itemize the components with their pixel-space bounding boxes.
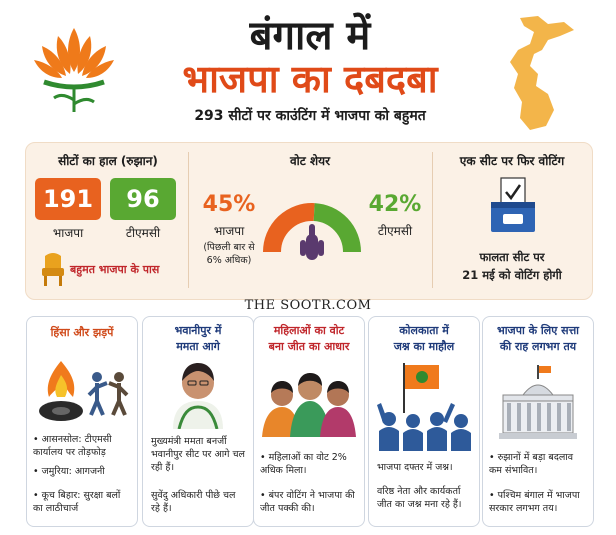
bjp-seat-label: भाजपा [52, 226, 84, 240]
panel-divider [432, 152, 433, 288]
vote-share-heading: वोट शेयर [289, 154, 331, 168]
card-title-line1: भाजपा के लिए सत्ता [496, 324, 580, 337]
card-bhawanipur: भवानीपुर में ममता आगे मुख्यमंत्री ममता ब… [142, 316, 254, 527]
card-title-line1: हिंसा और झड़पें [50, 326, 114, 339]
throne-icon [40, 252, 66, 288]
card-bullet: जमुरिया: आगजनी [33, 465, 133, 478]
card-bullet: पश्चिम बंगाल में भाजपा सरकार लगभग तय। [489, 489, 589, 515]
card-bullet: भाजपा दफ्तर में जश्न। [377, 462, 453, 473]
bjp-seat-count: 191 [35, 178, 101, 220]
card-bullet: महिलाओं का वोट 2% अधिक मिला। [260, 451, 360, 477]
gauge-tmc-arc [313, 203, 361, 253]
majority-note: बहुमत भाजपा के पास [70, 263, 160, 276]
watermark: THE SOOTR.COM [244, 298, 372, 313]
ballot-box-icon [487, 176, 539, 234]
subtitle: 293 सीटों पर काउंटिंग में भाजपा को बहुमत [194, 108, 426, 124]
clash-figures-icon [85, 369, 131, 419]
panel-divider [188, 152, 189, 288]
card-kolkata-celebration: कोलकाता में जश्न का माहौल भाजपा दफ्तर मे… [368, 316, 480, 527]
card-bullet: बंपर वोटिंग ने भाजपा की जीत पक्की की। [260, 489, 360, 515]
bjp-vote-note-line2: 6% अधिक) [206, 255, 252, 266]
bjp-vote-label: भाजपा [213, 224, 245, 238]
card-bullet: रुझानों में बड़ा बदलाव कम संभावित। [489, 451, 589, 477]
gauge-bjp-arc [263, 203, 315, 253]
title-line1: बंगाल में [249, 13, 371, 59]
card-bullet: सुवेंदु अधिकारी पीछे चल रहे हैं। [151, 490, 236, 514]
card-bullet: आसनसोल: टीएमसी कार्यालय पर तोड़फोड़ [33, 433, 133, 459]
card-violence: हिंसा और झड़पें आसनसोल: टीएमसी कार्यालय … [26, 316, 138, 527]
card-bullet: मुख्यमंत्री ममता बनर्जी भवानीपुर सीट पर … [151, 436, 245, 473]
card-title-line2: जश्न का माहौल [393, 340, 455, 353]
assembly-building-icon [497, 365, 579, 441]
card-title-line2: की राह लगभग तय [499, 340, 577, 353]
vote-share-gauge [262, 190, 362, 276]
finger-ink-icon [300, 224, 324, 260]
seats-heading: सीटों का हाल (रुझान) [58, 154, 158, 168]
revote-line2: 21 मई को वोटिंग होगी [462, 268, 562, 282]
mamata-portrait-icon [165, 357, 231, 430]
card-title-line1: कोलकाता में [399, 324, 449, 337]
card-bullet: कूच बिहार: सुरक्षा बलों का लाठीचार्ज [33, 489, 133, 515]
card-title-line1: महिलाओं का वोट [273, 324, 345, 337]
tmc-vote-pct: 42% [368, 192, 422, 217]
card-women-vote: महिलाओं का वोट बना जीत का आधार महिलाओं क… [253, 316, 365, 527]
title-line2: भाजपा का दबदबा [182, 57, 438, 101]
revote-line1: फालता सीट पर [479, 250, 545, 264]
bjp-flag-crowd-icon [375, 361, 473, 451]
lotus-icon [28, 20, 120, 120]
tmc-seat-label: टीएमसी [125, 226, 161, 240]
bjp-vote-pct: 45% [202, 192, 256, 217]
card-bjp-power: भाजपा के लिए सत्ता की राह लगभग तय रुझानो… [482, 316, 594, 527]
bengal-map-icon [490, 14, 590, 134]
revote-heading: एक सीट पर फिर वोटिंग [459, 154, 565, 168]
card-title-line2: बना जीत का आधार [268, 340, 350, 353]
card-title-line1: भवानीपुर में [174, 324, 222, 337]
card-bullet: वरिष्ठ नेता और कार्यकर्ता जीत का जश्न मन… [377, 486, 462, 510]
women-group-icon [260, 361, 358, 437]
bjp-vote-note-line1: (पिछली बार से [203, 242, 255, 253]
card-title-line2: ममता आगे [176, 340, 220, 353]
tmc-seat-count: 96 [110, 178, 176, 220]
tmc-vote-label: टीएमसी [377, 224, 413, 238]
tire-fire-icon [37, 357, 85, 427]
